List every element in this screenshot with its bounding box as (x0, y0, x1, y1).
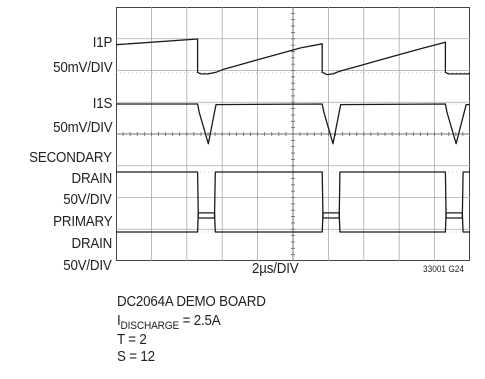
i1p-scale: 50mV/DIV (52, 60, 113, 76)
discharge-note: IDISCHARGE = 2.5A (117, 313, 221, 334)
i1p-label: I1P (92, 35, 113, 51)
scope-traces (116, 38, 470, 233)
i1s-scale: 50mV/DIV (52, 120, 113, 136)
secondary-drain-label-top: SECONDARY (29, 150, 112, 166)
primary-drain-scale: 50V/DIV (63, 258, 113, 274)
scope-grid (116, 7, 470, 261)
x-axis-label: 2µs/DIV (252, 261, 299, 277)
trace-i1s (116, 103, 470, 145)
trace-i1p (116, 38, 470, 76)
primary-drain-label-middle: DRAIN (71, 236, 112, 252)
t-note: T = 2 (117, 332, 147, 348)
oscilloscope-plot (116, 7, 470, 261)
secondary-drain-scale: 50V/DIV (63, 192, 113, 208)
discharge-value: = 2.5A (179, 313, 221, 329)
trace-primary-drain (116, 212, 470, 233)
discharge-subscript: DISCHARGE (120, 320, 180, 332)
i1s-label: I1S (92, 96, 113, 112)
discharge-symbol: I (117, 313, 121, 329)
board-note: DC2064A DEMO BOARD (117, 294, 266, 310)
figure-id: 33001 G24 (423, 264, 464, 274)
secondary-drain-label-middle: DRAIN (71, 171, 112, 187)
s-note: S = 12 (117, 349, 155, 365)
trace-secondary-drain (116, 171, 470, 219)
primary-drain-label-top: PRIMARY (52, 214, 112, 230)
